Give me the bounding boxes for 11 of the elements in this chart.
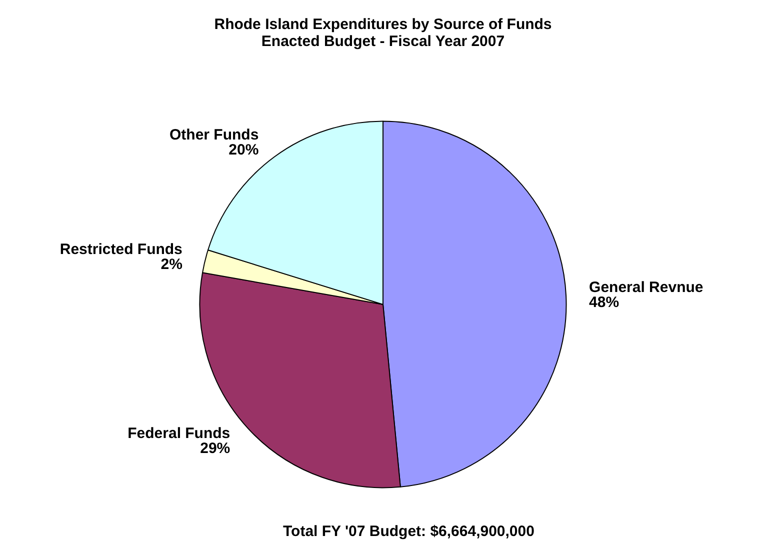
data-label: 2% bbox=[160, 256, 182, 273]
slice-label: Restricted Funds bbox=[60, 241, 182, 258]
slice-label: General Revnue bbox=[589, 278, 704, 296]
data-label: 29% bbox=[200, 440, 230, 458]
slice-label: Federal Funds bbox=[128, 425, 230, 442]
data-label: 20% bbox=[228, 141, 259, 158]
data-label: 48% bbox=[589, 294, 620, 311]
chart-title: Rhode Island Expenditures by Source of Funds bbox=[214, 16, 552, 33]
slice-label: Other Funds bbox=[170, 126, 259, 144]
chart-subtitle: Enacted Budget - Fiscal Year 2007 bbox=[261, 33, 505, 50]
text: Total FY '07 Budget: $6,664,900,000 bbox=[283, 523, 534, 540]
